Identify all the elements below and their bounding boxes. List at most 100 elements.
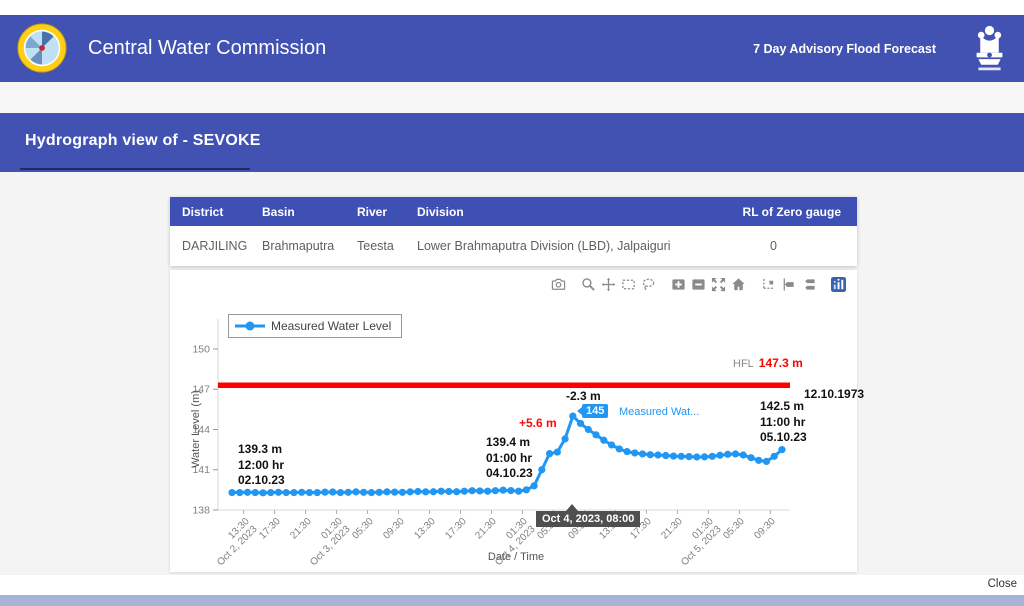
data-point-marker[interactable] bbox=[367, 488, 376, 497]
water-level-chart[interactable]: 138 141 144 147 150 bbox=[170, 270, 857, 572]
data-point-marker[interactable] bbox=[267, 488, 275, 497]
data-point-marker[interactable] bbox=[352, 488, 360, 496]
reset-axes-icon[interactable] bbox=[730, 276, 747, 292]
box-select-icon[interactable] bbox=[620, 276, 637, 292]
data-point-marker[interactable] bbox=[453, 488, 461, 496]
data-point-marker[interactable] bbox=[282, 488, 290, 497]
annotation-end: 142.5 m 11:00 hr 05.10.23 bbox=[760, 399, 807, 444]
data-point-marker[interactable] bbox=[530, 482, 538, 490]
data-point-marker[interactable] bbox=[569, 412, 577, 420]
data-point-marker[interactable] bbox=[414, 487, 422, 496]
data-point-marker[interactable] bbox=[662, 451, 670, 460]
hfl-date: 12.10.1973 bbox=[804, 387, 865, 401]
data-point-marker[interactable] bbox=[770, 452, 778, 460]
data-point-marker[interactable] bbox=[383, 488, 391, 496]
data-point-marker[interactable] bbox=[693, 453, 701, 461]
data-point-marker[interactable] bbox=[336, 488, 345, 497]
data-point-marker[interactable] bbox=[445, 487, 453, 496]
pan-icon[interactable] bbox=[600, 276, 617, 292]
zoom-in-icon[interactable] bbox=[670, 276, 687, 292]
data-point-marker[interactable] bbox=[290, 488, 298, 497]
data-point-marker[interactable] bbox=[398, 488, 407, 496]
data-point-marker[interactable] bbox=[313, 488, 321, 497]
data-point-marker[interactable] bbox=[646, 451, 654, 459]
data-point-marker[interactable] bbox=[499, 486, 507, 494]
data-point-marker[interactable] bbox=[669, 452, 678, 460]
hfl-value: 147.3 m bbox=[758, 356, 803, 370]
app-title: Central Water Commission bbox=[88, 37, 327, 59]
data-point-marker[interactable] bbox=[623, 448, 631, 456]
autoscale-icon[interactable] bbox=[710, 276, 727, 292]
data-point-marker[interactable] bbox=[553, 448, 561, 456]
hover-closest-icon[interactable] bbox=[780, 276, 797, 292]
annotation-rise-amount: +5.6 m bbox=[519, 416, 557, 430]
data-point-marker[interactable] bbox=[685, 453, 693, 461]
data-point-marker[interactable] bbox=[607, 441, 616, 449]
data-point-marker[interactable] bbox=[429, 488, 437, 496]
data-point-marker[interactable] bbox=[298, 488, 306, 496]
chart-legend[interactable]: Measured Water Level bbox=[228, 314, 403, 338]
data-point-marker[interactable] bbox=[507, 486, 515, 495]
zoom-icon[interactable] bbox=[580, 276, 597, 292]
annotation-rise-start: 139.4 m 01:00 hr 04.10.23 bbox=[486, 435, 533, 480]
data-point-marker[interactable] bbox=[538, 466, 546, 474]
data-point-marker[interactable] bbox=[631, 449, 639, 457]
data-point-marker[interactable] bbox=[515, 487, 523, 495]
annotation-start: 139.3 m 12:00 hr 02.10.23 bbox=[238, 442, 285, 487]
table-cell: DARJILING bbox=[170, 226, 250, 266]
modal-footer: Close bbox=[0, 575, 1024, 595]
data-point-marker[interactable] bbox=[708, 452, 716, 460]
data-point-marker[interactable] bbox=[739, 451, 747, 459]
data-point-marker[interactable] bbox=[422, 488, 430, 496]
data-point-marker[interactable] bbox=[522, 486, 530, 494]
data-point-marker[interactable] bbox=[305, 488, 314, 497]
data-point-marker[interactable] bbox=[274, 488, 283, 496]
data-point-marker[interactable] bbox=[638, 450, 647, 458]
download-plot-icon[interactable] bbox=[550, 276, 567, 292]
data-point-marker[interactable] bbox=[228, 488, 236, 497]
data-point-marker[interactable] bbox=[762, 457, 771, 466]
data-point-marker[interactable] bbox=[561, 435, 569, 443]
data-point-marker[interactable] bbox=[731, 450, 740, 458]
data-point-marker[interactable] bbox=[375, 488, 383, 496]
data-point-marker[interactable] bbox=[344, 488, 352, 496]
data-point-marker[interactable] bbox=[321, 488, 329, 496]
data-point-marker[interactable] bbox=[329, 488, 337, 496]
data-point-marker[interactable] bbox=[243, 488, 252, 496]
data-point-marker[interactable] bbox=[476, 487, 484, 495]
data-point-marker[interactable] bbox=[259, 489, 267, 497]
data-point-marker[interactable] bbox=[600, 436, 608, 444]
data-point-marker[interactable] bbox=[406, 488, 414, 496]
data-point-marker[interactable] bbox=[360, 488, 368, 496]
data-point-marker[interactable] bbox=[778, 446, 786, 454]
hover-compare-icon[interactable] bbox=[800, 276, 817, 292]
data-point-marker[interactable] bbox=[468, 487, 476, 495]
data-point-marker[interactable] bbox=[576, 419, 585, 428]
data-point-marker[interactable] bbox=[654, 451, 662, 459]
toggle-spikelines-icon[interactable] bbox=[760, 276, 777, 292]
data-point-marker[interactable] bbox=[700, 453, 709, 461]
data-point-marker[interactable] bbox=[677, 452, 685, 460]
data-point-marker[interactable] bbox=[236, 488, 244, 497]
zoom-out-icon[interactable] bbox=[690, 276, 707, 292]
data-point-marker[interactable] bbox=[460, 487, 468, 495]
lasso-select-icon[interactable] bbox=[640, 276, 657, 292]
table-cell: Brahmaputra bbox=[250, 226, 345, 266]
data-point-marker[interactable] bbox=[437, 487, 445, 495]
data-point-marker[interactable] bbox=[615, 445, 623, 453]
data-point-marker[interactable] bbox=[747, 454, 755, 462]
data-point-marker[interactable] bbox=[545, 450, 554, 458]
data-point-marker[interactable] bbox=[592, 431, 600, 439]
data-point-marker[interactable] bbox=[391, 488, 399, 496]
data-point-marker[interactable] bbox=[251, 488, 259, 497]
data-point-marker[interactable] bbox=[755, 456, 763, 464]
data-point-marker[interactable] bbox=[484, 487, 492, 495]
data-point-marker[interactable] bbox=[491, 487, 499, 495]
plotly-logo-icon[interactable] bbox=[830, 276, 847, 292]
data-point-marker[interactable] bbox=[716, 451, 724, 459]
y-tick-label: 138 bbox=[192, 505, 210, 517]
close-button[interactable]: Close bbox=[987, 578, 1017, 590]
data-point-marker[interactable] bbox=[584, 425, 592, 434]
table-cell: Lower Brahmaputra Division (LBD), Jalpai… bbox=[405, 226, 690, 266]
data-point-marker[interactable] bbox=[724, 450, 732, 458]
